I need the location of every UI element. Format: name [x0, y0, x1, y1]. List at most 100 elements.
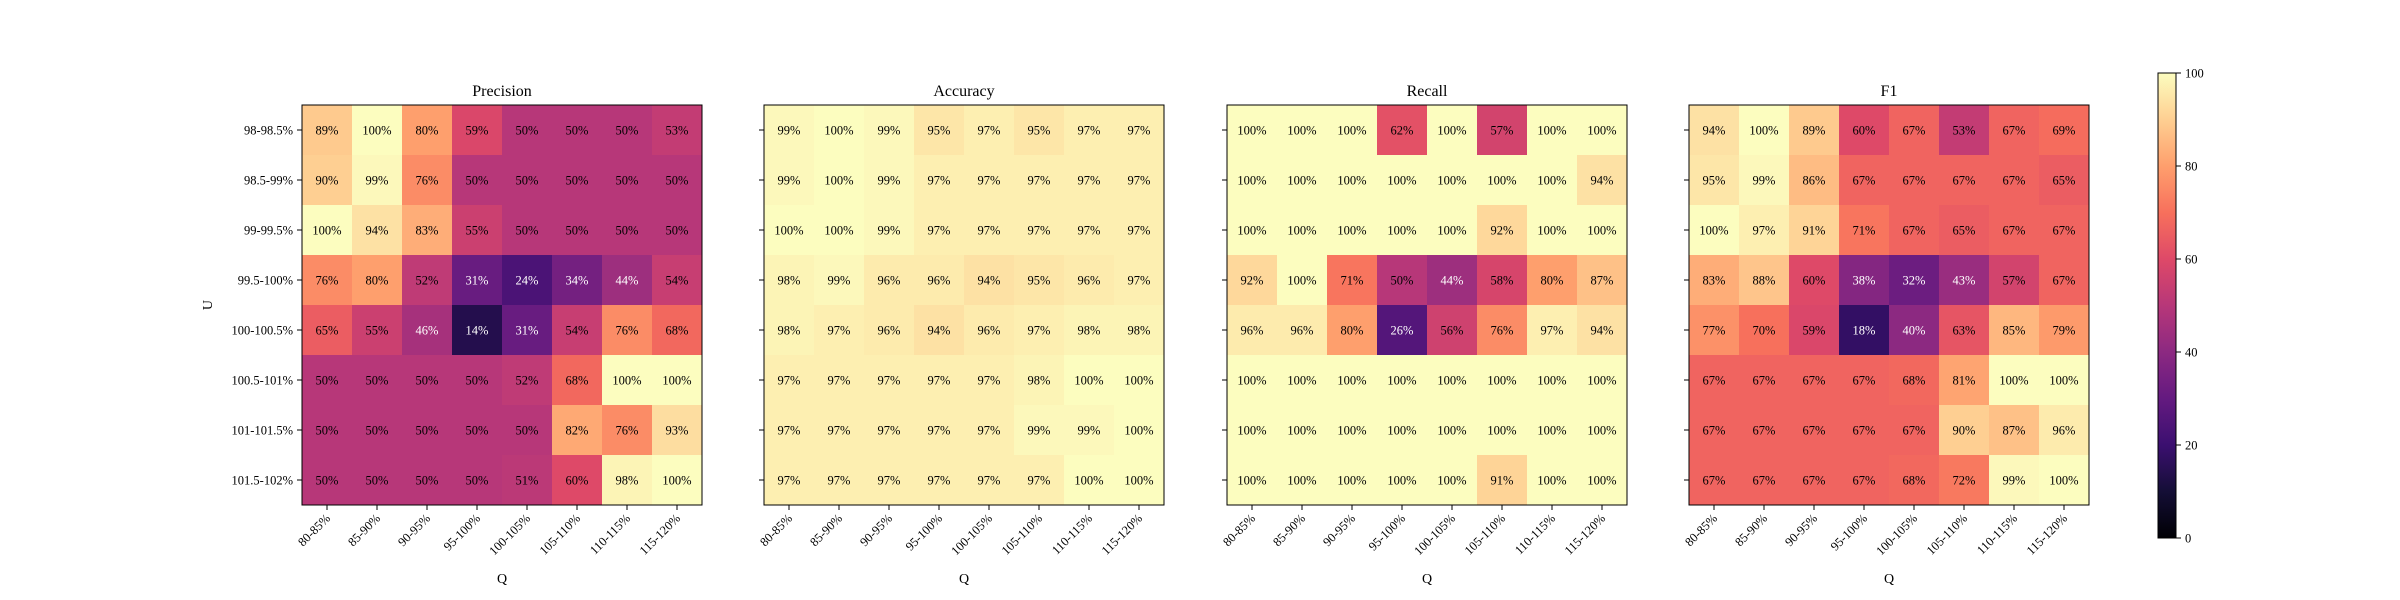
heatmap-cell — [552, 155, 602, 205]
heatmap-cell — [1839, 305, 1889, 355]
cell-label: 31% — [516, 324, 539, 338]
heatmap-cell — [1689, 205, 1739, 255]
heatmap-cell — [2039, 305, 2089, 355]
cell-label: 100% — [362, 124, 391, 138]
colorbar-gradient — [2157, 72, 2177, 539]
heatmap-cell — [964, 205, 1014, 255]
heatmap-cell — [352, 405, 402, 455]
heatmap-cell — [652, 255, 702, 305]
heatmap-cell — [1939, 155, 1989, 205]
heatmap-cell — [864, 455, 914, 505]
cell-label: 50% — [366, 424, 389, 438]
cell-label: 53% — [666, 124, 689, 138]
cell-label: 97% — [928, 174, 951, 188]
heatmap-cell — [602, 205, 652, 255]
x-tick-label: 100-105% — [1873, 511, 1920, 558]
heatmap-cell — [452, 305, 502, 355]
heatmap-cell — [552, 305, 602, 355]
cell-label: 100% — [2049, 474, 2078, 488]
heatmap-cell — [1789, 355, 1839, 405]
heatmap-cell — [352, 205, 402, 255]
cell-label: 100% — [1287, 124, 1316, 138]
y-axis-label: U — [201, 300, 216, 310]
cell-label: 97% — [1541, 324, 1564, 338]
cell-label: 24% — [516, 274, 539, 288]
heatmap-cell — [602, 305, 652, 355]
cell-label: 67% — [1853, 374, 1876, 388]
colorbar-tick-label: 60 — [2185, 253, 2198, 267]
heatmap-cell — [402, 105, 452, 155]
heatmap-cell — [452, 405, 502, 455]
heatmap-cell — [1789, 205, 1839, 255]
heatmap-cell — [1577, 155, 1627, 205]
heatmap-cell — [1839, 405, 1889, 455]
cell-label: 34% — [566, 274, 589, 288]
heatmap-cell — [1989, 405, 2039, 455]
heatmap-cell — [1739, 455, 1789, 505]
heatmap-cell — [914, 455, 964, 505]
cell-label: 50% — [366, 474, 389, 488]
cell-label: 67% — [1703, 424, 1726, 438]
cell-label: 68% — [566, 374, 589, 388]
cell-label: 26% — [1391, 324, 1414, 338]
heatmap-cell — [1577, 105, 1627, 155]
x-tick-label: 90-95% — [857, 511, 895, 549]
heatmap-cell — [864, 355, 914, 405]
x-tick-label: 105-110% — [537, 511, 583, 557]
cell-label: 99% — [878, 174, 901, 188]
heatmap-cell — [1839, 455, 1889, 505]
y-tick-label: 99.5-100% — [238, 274, 293, 288]
cell-label: 100% — [1537, 374, 1566, 388]
heatmap-cell — [1427, 255, 1477, 305]
x-tick-label: 100-105% — [1411, 511, 1458, 558]
heatmap-cell — [1064, 255, 1114, 305]
heatmap-cell — [1739, 155, 1789, 205]
cell-label: 99% — [2003, 474, 2026, 488]
cell-label: 97% — [878, 474, 901, 488]
colorbar-tick-label: 40 — [2185, 346, 2198, 360]
heatmap-cell — [502, 105, 552, 155]
cell-label: 60% — [566, 474, 589, 488]
heatmap-cell — [652, 455, 702, 505]
cell-label: 96% — [978, 324, 1001, 338]
cell-label: 76% — [416, 174, 439, 188]
cell-label: 67% — [1703, 474, 1726, 488]
cell-label: 100% — [1287, 224, 1316, 238]
heatmap-cell — [1789, 455, 1839, 505]
heatmap-cell — [1689, 355, 1739, 405]
heatmap-cell — [352, 105, 402, 155]
heatmap-cell — [1577, 205, 1627, 255]
heatmap-cell — [402, 355, 452, 405]
cell-label: 50% — [466, 424, 489, 438]
panel-title: Precision — [472, 83, 532, 100]
heatmap-cell — [1377, 405, 1427, 455]
heatmap-cell — [1739, 405, 1789, 455]
x-tick-label: 115-120% — [1099, 511, 1145, 557]
heatmap-cell — [914, 155, 964, 205]
cell-label: 60% — [1803, 274, 1826, 288]
heatmap-cell — [1427, 155, 1477, 205]
heatmap-cell — [764, 355, 814, 405]
heatmap-cell — [1577, 355, 1627, 405]
cell-label: 59% — [1803, 324, 1826, 338]
heatmap-cell — [814, 305, 864, 355]
x-axis-label: Q — [959, 572, 969, 587]
heatmap-cell — [1327, 105, 1377, 155]
heatmap-cell — [1427, 455, 1477, 505]
heatmap-cell — [1739, 205, 1789, 255]
cell-label: 100% — [1537, 124, 1566, 138]
heatmap-cell — [1789, 155, 1839, 205]
cell-label: 94% — [1703, 124, 1726, 138]
heatmap-cell — [864, 405, 914, 455]
heatmap-cell — [814, 205, 864, 255]
cell-label: 50% — [516, 224, 539, 238]
heatmap-cell — [1477, 405, 1527, 455]
panel-title: Recall — [1407, 83, 1448, 100]
heatmap-cell — [1939, 305, 1989, 355]
heatmap-cell — [1114, 355, 1164, 405]
cell-label: 100% — [824, 224, 853, 238]
cell-label: 67% — [1753, 424, 1776, 438]
x-tick-label: 90-95% — [1320, 511, 1358, 549]
heatmap-cell — [1527, 455, 1577, 505]
cell-label: 50% — [466, 174, 489, 188]
